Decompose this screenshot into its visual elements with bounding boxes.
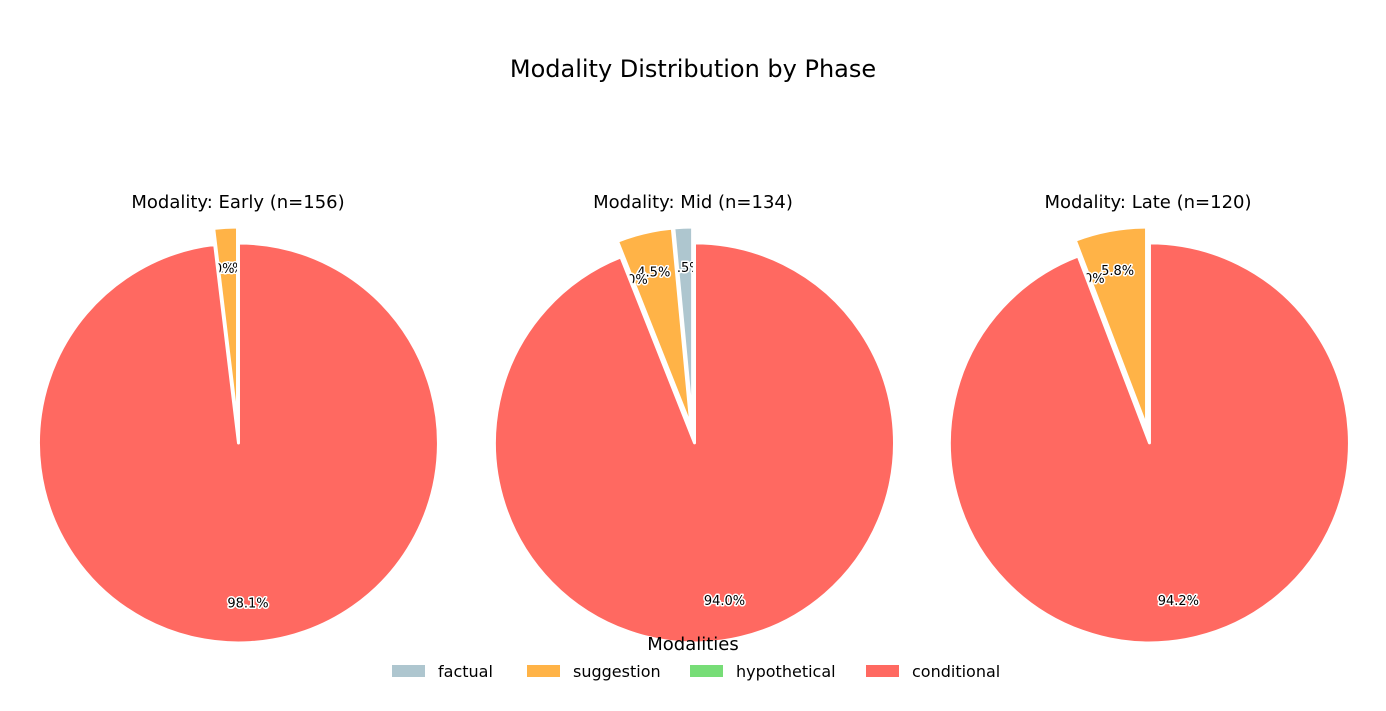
pie-1: Modality: Early (n=156)0.0%1.9%0.0%98.1% (36, 192, 440, 645)
pie-slice-conditional (947, 241, 1351, 645)
pct-label-conditional: 98.1% (227, 597, 268, 612)
pie-title: Modality: Late (n=120) (1045, 192, 1252, 213)
pie-slice-suggestion (1073, 225, 1149, 429)
legend-label: conditional (912, 662, 1000, 681)
legend-item-conditional: conditional (866, 662, 1000, 681)
pie-slice-conditional (493, 241, 896, 645)
pct-label-conditional: 94.0% (704, 594, 745, 609)
pct-label-suggestion: 4.5% (637, 266, 670, 281)
legend: factual suggestion hypothetical conditional (392, 662, 1000, 681)
pie-slice-conditional (36, 241, 440, 645)
pie-group: Modality: Early (n=156)0.0%1.9%0.0%98.1%… (36, 192, 1351, 645)
legend-swatch (527, 665, 560, 677)
pie-title: Modality: Early (n=156) (131, 192, 344, 213)
legend-item-hypothetical: hypothetical (690, 662, 836, 681)
pie-slice-factual (672, 225, 695, 429)
legend-swatch (392, 665, 425, 677)
legend-item-factual: factual (392, 662, 493, 681)
pie-slice-suggestion (616, 226, 693, 429)
legend-label: factual (438, 662, 493, 681)
chart-title: Modality Distribution by Phase (510, 55, 876, 83)
legend-swatch (866, 665, 899, 677)
pie-3: Modality: Late (n=120)0.0%5.8%0.0%94.2% (947, 192, 1351, 645)
legend-label: hypothetical (736, 662, 836, 681)
pie-title: Modality: Mid (n=134) (593, 192, 793, 213)
legend-label: suggestion (573, 662, 661, 681)
legend-item-suggestion: suggestion (527, 662, 661, 681)
pct-label-conditional: 94.2% (1158, 594, 1199, 609)
pie-2: Modality: Mid (n=134)1.5%4.5%0.0%94.0% (493, 192, 896, 645)
pct-label-suggestion: 5.8% (1101, 264, 1134, 279)
legend-title: Modalities (647, 634, 739, 655)
legend-swatch (690, 665, 723, 677)
